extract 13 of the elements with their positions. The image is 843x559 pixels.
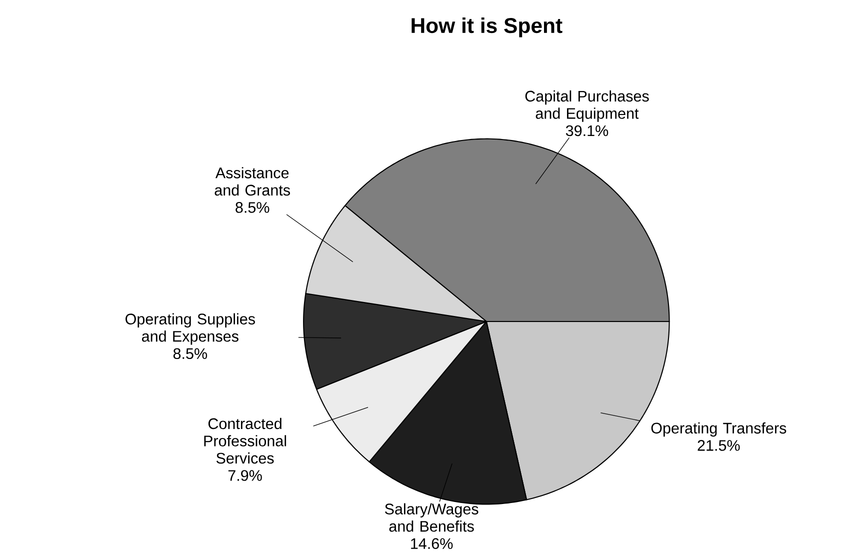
chart-title: How it is Spent bbox=[412, 17, 562, 38]
slice-label: Assistance and Grants bbox=[214, 167, 290, 196]
data-label: 8.5% bbox=[236, 202, 270, 213]
data-label: 8.5% bbox=[173, 348, 208, 360]
data-label: 21.5% bbox=[698, 440, 740, 451]
slice-label: Operating Supplies and Expenses bbox=[126, 313, 255, 345]
data-label: 7.9% bbox=[228, 470, 262, 481]
slice-label: Contracted Professional Services bbox=[204, 418, 286, 464]
data-label: 14.6% bbox=[411, 538, 453, 549]
slice-label: Operating Transfers bbox=[651, 422, 786, 437]
slice-label: Salary/Wages and Benefits bbox=[384, 503, 478, 532]
slice-label: Capital Purchases and Equipment bbox=[525, 90, 649, 122]
data-label: 39.1% bbox=[566, 125, 608, 136]
